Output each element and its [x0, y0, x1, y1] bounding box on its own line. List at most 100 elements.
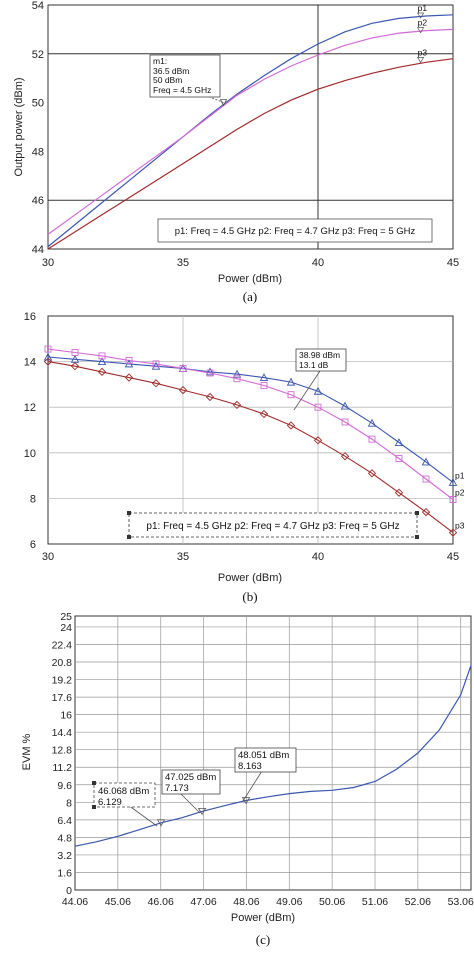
panel-a-x-tick-40: 40: [312, 257, 324, 269]
panel-a-series-p1: [47, 14, 454, 248]
panel-b-point-p3-14: [421, 507, 431, 517]
panel-a-y-tick-48: 48: [32, 146, 44, 158]
panel-b-point-p3-8: [259, 409, 269, 419]
panel-c-marker-2-line-2: 7.173: [165, 783, 189, 794]
panel-a-y-tick-46: 46: [32, 195, 44, 207]
panel-b-x-tick-40: 40: [312, 551, 324, 563]
panel-a-lines: [47, 14, 454, 250]
panel-c-y-tick-12: 19.2: [52, 675, 73, 687]
panel-c-marker-3-line-2: 8.163: [238, 761, 262, 772]
panel-a: 30 35 40 45 44 46 48 50 52 54 Power (dBm) Output…: [13, 0, 459, 304]
panel-c-y-tick-10: 16: [60, 710, 72, 722]
panel-a-marker-line-4: Freq = 4.5 GHz: [153, 85, 211, 95]
panel-c-y-tick-8: 12.8: [52, 745, 73, 757]
panel-b-plot-frame: [47, 315, 454, 545]
panel-c-marker-1-line-1: 46.068 dBm: [98, 786, 149, 797]
panel-c-markers: 46.068 dBm 6.129 47.025 dBm 7.173 48.051…: [92, 747, 297, 827]
panel-b-marker-line-1: 38.98 dBm: [299, 350, 340, 360]
panel-c-y-tick-2: 3.2: [57, 850, 72, 862]
panel-c-y-tick-0: 0: [66, 885, 72, 897]
panel-b: 30 35 40 45 6 8 10 12 14 16 Power (dBm) p1 p2 p3 3…: [24, 311, 465, 604]
panel-a-x-axis-label: Power (dBm): [218, 273, 282, 285]
panel-b-point-p1-9: [286, 377, 296, 386]
panel-b-point-p1-11: [340, 401, 350, 410]
panel-c-marker-3-box: [234, 747, 297, 773]
panel-b-x-ticks: 30 35 40 45: [42, 551, 459, 563]
panel-c-marker-3-line-1: 48.051 dBm: [238, 750, 289, 761]
panel-c-marker-1-line-2: 6.129: [98, 797, 122, 808]
panel-a-end-marker-p3: [416, 57, 425, 64]
panel-c-y-tick-1: 1.6: [57, 867, 72, 879]
panel-b-point-p1-7: [232, 369, 242, 378]
panel-b-markers: [43, 345, 458, 537]
panel-b-legend-text: p1: Freq = 4.5 GHz p2: Freq = 4.7 GHz p3…: [146, 521, 399, 532]
panel-b-point-p1-0: [43, 352, 53, 361]
panel-c-y-tick-6: 9.6: [57, 780, 72, 792]
panel-a-marker-line-1: m1:: [153, 56, 167, 66]
panel-b-lines: [47, 348, 454, 534]
panel-b-point-p2-10: [314, 403, 322, 411]
panel-a-legend-text: p1: Freq = 4.5 GHz p2: Freq = 4.7 GHz p3…: [175, 226, 416, 237]
panel-a-grid: [48, 5, 453, 249]
panel-c-x-tick-7: 51.06: [362, 896, 388, 908]
panel-a-end-marker-p1: [416, 12, 425, 19]
panel-a-y-ticks: 44 46 48 50 52 54: [32, 0, 44, 256]
panel-c-x-ticks: 44.06 45.06 46.06 47.06 48.06 49.06 50.06 51.06…: [62, 896, 474, 908]
panel-b-series-p1: [47, 356, 454, 483]
panel-a-marker-line-3: 50 dBm: [153, 75, 182, 85]
panel-c-series-evm: [74, 665, 472, 847]
panel-c-x-tick-1: 45.06: [105, 896, 131, 908]
panel-b-point-p1-12: [367, 418, 377, 427]
panel-a-point-labels: p1 p2 p3: [416, 3, 428, 64]
panel-b-x-tick-35: 35: [177, 551, 189, 563]
panel-b-point-p1-4: [151, 361, 161, 370]
panel-b-point-p2-1: [71, 349, 79, 356]
panel-b-point-p1-6: [205, 367, 215, 376]
panel-c-y-tick-5: 8: [66, 797, 72, 809]
panel-b-point-p2-9: [287, 391, 295, 399]
panel-b-y-ticks: 6 8 10 12 14 16: [24, 311, 36, 551]
panel-b-marker-leader: [293, 370, 321, 411]
panel-b-point-labels: p1 p2 p3: [455, 470, 465, 530]
panel-c-marker-2-box: [161, 769, 221, 795]
panel-a-y-axis-label: Output power (dBm): [13, 77, 25, 176]
panel-b-y-tick-14: 14: [24, 357, 36, 369]
panel-a-x-tick-45: 45: [447, 257, 459, 269]
panel-a-y-tick-50: 50: [32, 98, 44, 110]
panel-c: 44.06 45.06 46.06 47.06 48.06 49.06 50.06 51.06…: [21, 611, 474, 947]
panel-c-marker-point-3: [241, 797, 251, 805]
panel-c-x-tick-5: 49.06: [276, 896, 302, 908]
panel-b-point-p3-0: [43, 357, 53, 366]
panel-b-point-p3-7: [232, 400, 242, 410]
panel-b-legend-handle-br: [415, 535, 419, 539]
panel-a-point-label-p3: p3: [418, 47, 428, 57]
panel-a-marker-point: [219, 99, 228, 107]
panel-a-marker-box: [149, 54, 221, 98]
panel-c-marker-2-leader: [179, 792, 201, 814]
panel-b-legend-handle-bl: [127, 535, 131, 539]
panel-c-y-tick-13: 20.8: [52, 657, 73, 669]
panel-b-point-p2-8: [260, 382, 268, 389]
panel-c-marker-1-box: [93, 782, 156, 808]
panel-c-x-tick-0: 44.06: [62, 896, 88, 908]
panel-b-point-p1-8: [259, 373, 269, 382]
panel-a-plot-frame: [47, 4, 454, 250]
panel-c-x-axis-label: Power (dBm): [231, 912, 295, 924]
panel-a-x-tick-35: 35: [177, 257, 189, 269]
panel-c-marker-point-1: [156, 819, 166, 827]
panel-b-point-p2-5: [179, 364, 187, 372]
panel-b-point-p3-11: [340, 452, 350, 461]
panel-c-marker-1-handle-b: [92, 805, 96, 809]
panel-b-marker-box: [295, 348, 347, 372]
panel-a-point-label-p2: p2: [418, 18, 428, 28]
panel-c-x-tick-6: 50.06: [319, 896, 345, 908]
panel-c-y-tick-7: 11.2: [52, 762, 72, 774]
panel-b-point-p3-9: [286, 421, 296, 430]
panel-b-point-p2-14: [422, 475, 430, 483]
panel-b-point-p3-1: [70, 362, 80, 371]
panel-c-y-tick-14: 22.4: [52, 639, 73, 651]
panel-b-point-p1-10: [313, 386, 323, 395]
panel-b-caption: (b): [242, 589, 257, 604]
panel-c-marker-point-2: [197, 807, 207, 816]
